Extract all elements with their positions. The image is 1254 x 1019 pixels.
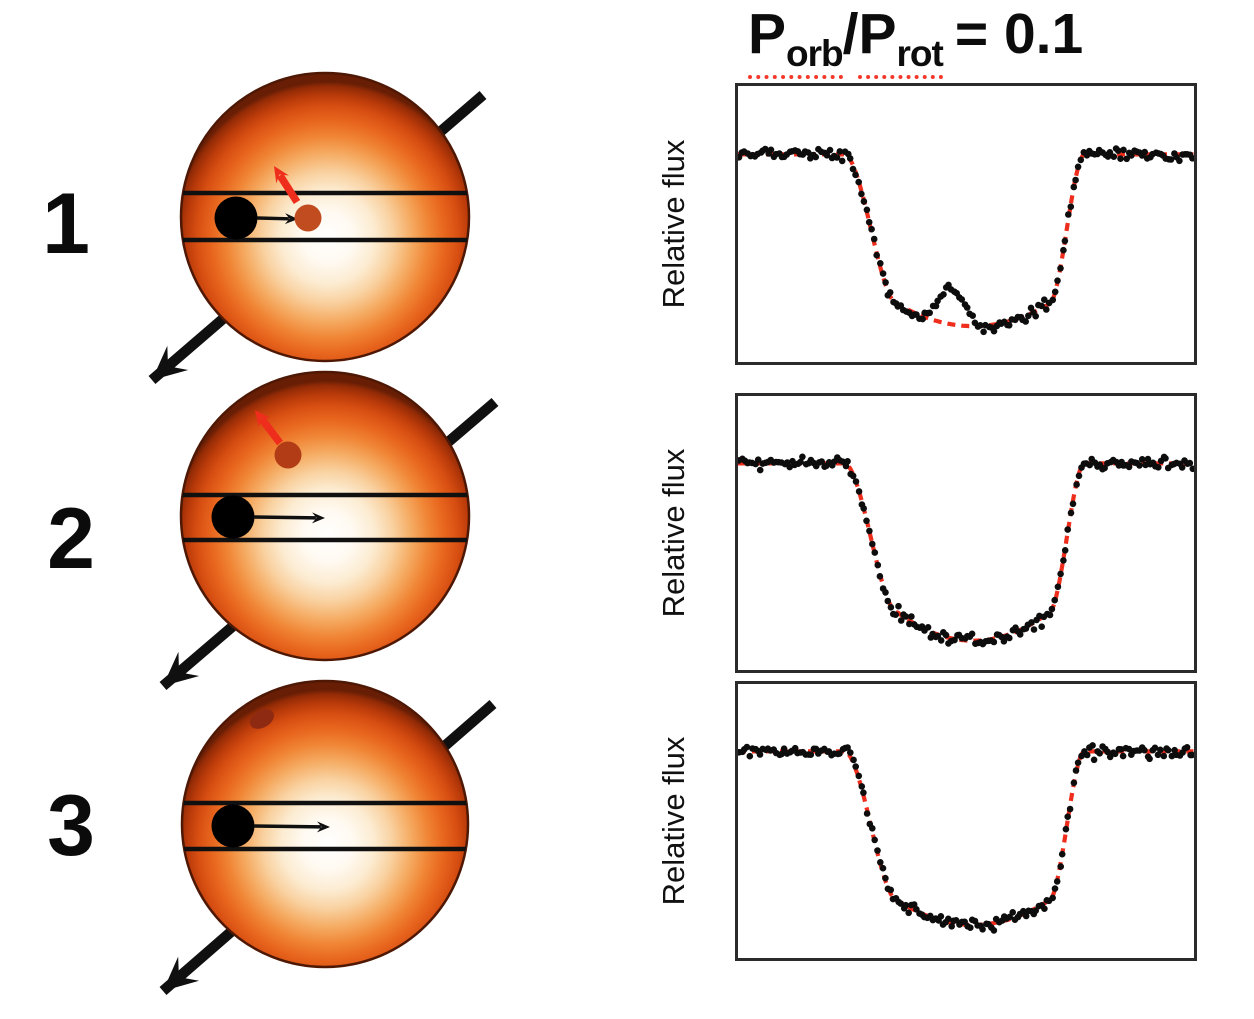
starspot <box>294 204 322 232</box>
lightcurve-plot-2 <box>735 393 1197 673</box>
data-points <box>738 453 1194 648</box>
lightcurve-plot-3 <box>735 681 1197 961</box>
lightcurve-plot-1 <box>735 83 1197 365</box>
porb-symbol: Porb <box>748 6 844 79</box>
y-axis-label-2: Relative flux <box>656 448 691 618</box>
data-points <box>738 742 1194 934</box>
y-axis-label-1: Relative flux <box>656 139 691 309</box>
rotation-axis-arrowhead-icon <box>163 651 200 686</box>
title-value: = 0.1 <box>954 2 1084 66</box>
lightcurve-svg-3 <box>738 742 1194 934</box>
panel-number-1: 1 <box>42 176 90 272</box>
planet-motion-arrowhead-icon <box>284 213 298 225</box>
starspot <box>249 709 275 729</box>
planet-motion-arrow <box>253 824 321 829</box>
planet <box>211 804 255 848</box>
planet-motion-arrow <box>253 515 316 520</box>
planet <box>214 196 258 240</box>
spot-motion-arrow <box>276 173 301 205</box>
model-line <box>738 152 1194 329</box>
star-panel-3 <box>159 679 497 995</box>
star-diagram-column <box>148 71 499 995</box>
lightcurve-svg-2 <box>738 453 1194 648</box>
model-line <box>738 461 1194 643</box>
planet-motion-arrow <box>256 216 289 221</box>
rotation-axis-arrowhead-icon <box>152 345 189 380</box>
star <box>179 71 471 363</box>
planet <box>211 495 255 539</box>
y-axis-label-3: Relative flux <box>656 736 691 906</box>
data-points <box>738 145 1194 336</box>
spot-motion-arrow <box>258 416 283 446</box>
planet-motion-arrowhead-icon <box>311 512 325 524</box>
panel-number-3: 3 <box>47 778 95 874</box>
figure-title: Porb/Prot = 0.1 <box>748 6 1083 79</box>
prot-symbol: Prot <box>858 6 944 79</box>
lightcurve-svg-1 <box>738 145 1194 336</box>
slash: / <box>842 2 859 66</box>
spot-motion-arrowhead-icon <box>255 410 271 428</box>
star-panel-2 <box>159 370 499 690</box>
starspot <box>274 441 302 469</box>
planet-motion-arrowhead-icon <box>316 821 330 833</box>
star <box>180 679 470 969</box>
model-line <box>738 749 1194 927</box>
spot-motion-arrowhead-icon <box>274 166 289 184</box>
rotation-axis-arrowhead-icon <box>163 956 200 991</box>
panel-number-2: 2 <box>47 491 95 587</box>
star-panel-1 <box>148 71 487 384</box>
star <box>179 370 471 662</box>
